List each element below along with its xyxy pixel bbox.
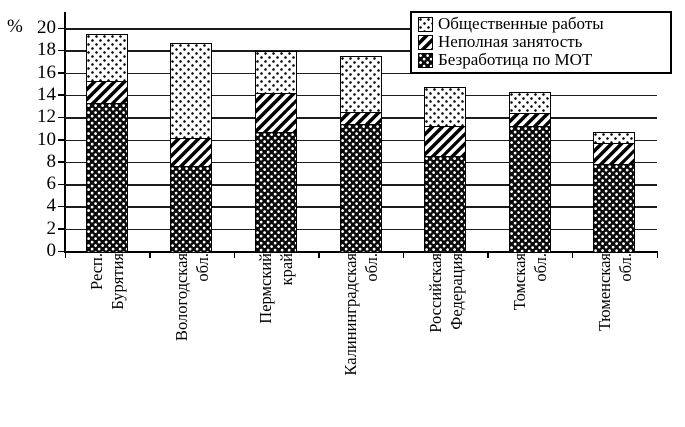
bar-segment-part-time xyxy=(594,142,635,164)
bar-segment-part-time xyxy=(171,138,212,167)
plot-area xyxy=(65,28,657,253)
bar-segment-public-works xyxy=(340,56,381,112)
y-tick-label: 0 xyxy=(46,240,57,261)
x-category-label-line: Федерация xyxy=(446,253,466,330)
bar-segment-ilo-unemployment xyxy=(425,156,466,252)
x-category-label: Пермский край xyxy=(255,253,297,423)
legend-item-ilo-unemployment: Безработица по МОТ xyxy=(418,51,665,69)
x-category-label-line: обл. xyxy=(192,253,212,282)
legend-item-public-works: Общественные работы xyxy=(418,15,665,33)
bar-segment-public-works xyxy=(425,88,466,127)
y-tick-mark xyxy=(58,139,65,141)
y-tick-mark xyxy=(58,116,65,119)
x-category-label-line: обл. xyxy=(362,253,381,282)
bar-3 xyxy=(339,55,382,253)
y-tick-mark xyxy=(58,49,65,52)
x-category-label-line: Бурятия xyxy=(108,253,128,310)
x-category-label: Калининградская обл. xyxy=(340,253,382,423)
y-tick-label: 20 xyxy=(37,17,56,38)
x-category-label-line: Томская xyxy=(510,253,530,311)
bar-segment-ilo-unemployment xyxy=(86,102,127,252)
x-category-label-line: Респ. xyxy=(87,253,107,290)
bar-segment-part-time xyxy=(509,112,550,126)
x-tick-mark xyxy=(149,253,151,258)
y-tick-mark xyxy=(58,250,65,252)
x-tick-mark xyxy=(571,253,574,258)
legend-item-part-time: Неполная занятость xyxy=(418,33,665,51)
bar-segment-ilo-unemployment xyxy=(509,126,550,252)
x-category-label-line: Тюменская xyxy=(594,253,614,331)
x-tick-mark xyxy=(64,253,66,258)
bar-segment-part-time xyxy=(425,126,466,157)
y-tick-mark xyxy=(58,205,65,208)
x-category-label: Российская Федерация xyxy=(425,253,467,423)
bar-segment-ilo-unemployment xyxy=(594,163,635,252)
bar-5 xyxy=(508,91,551,253)
y-tick-mark xyxy=(58,94,65,96)
legend-label: Безработица по МОТ xyxy=(438,50,593,69)
y-axis-unit-label: % xyxy=(7,16,23,37)
y-tick-mark xyxy=(58,183,65,186)
y-tick-label: 14 xyxy=(37,83,56,105)
bar-segment-part-time xyxy=(255,92,296,132)
y-tick-label: 8 xyxy=(46,150,57,172)
y-tick-label: 2 xyxy=(46,217,57,239)
ilo-unemployment-pattern-swatch-icon xyxy=(418,52,433,68)
legend-label: Общественные работы xyxy=(438,14,604,33)
y-tick-mark xyxy=(58,228,65,230)
y-tick-label: 10 xyxy=(37,128,56,150)
bar-segment-public-works xyxy=(594,132,635,143)
bar-segment-public-works xyxy=(86,34,127,82)
x-category-label: Респ. Бурятия xyxy=(86,253,128,423)
x-category-label-line: обл. xyxy=(615,253,635,282)
bar-segment-part-time xyxy=(340,111,381,124)
x-category-label: Тюменская обл. xyxy=(594,253,636,423)
x-tick-mark xyxy=(487,253,489,258)
bar-6 xyxy=(593,131,636,253)
bar-segment-public-works xyxy=(171,43,212,139)
x-category-label-line: Российская xyxy=(425,253,445,333)
y-axis-line xyxy=(64,12,66,253)
x-category-label-line: Пермский xyxy=(256,253,276,324)
bar-segment-ilo-unemployment xyxy=(171,166,212,252)
x-category-label-line: край xyxy=(277,253,297,286)
bar-2 xyxy=(254,51,297,253)
legend: Общественные работы Неполная занятость Без… xyxy=(410,11,672,74)
y-tick-mark xyxy=(58,72,65,74)
bar-segment-public-works xyxy=(255,52,296,93)
public-works-pattern-swatch-icon xyxy=(418,16,433,32)
bar-segment-part-time xyxy=(86,81,127,103)
x-tick-mark xyxy=(233,253,236,258)
bar-segment-ilo-unemployment xyxy=(255,131,296,252)
x-category-label-line: Калининградская xyxy=(341,253,360,376)
x-tick-mark xyxy=(402,253,405,258)
y-tick-mark xyxy=(58,161,65,163)
x-tick-mark xyxy=(656,253,658,258)
part-time-pattern-swatch-icon xyxy=(418,34,433,50)
x-category-label-line: обл. xyxy=(531,253,551,282)
bar-4 xyxy=(424,87,467,253)
x-category-label: Томская обл. xyxy=(509,253,551,423)
bar-segment-public-works xyxy=(509,92,550,113)
bar-1 xyxy=(170,42,213,253)
bar-segment-ilo-unemployment xyxy=(340,123,381,252)
gridline xyxy=(65,28,657,30)
y-tick-label: 6 xyxy=(46,173,57,195)
x-category-label-line: Вологодская xyxy=(171,253,191,342)
y-tick-label: 16 xyxy=(37,61,56,83)
x-tick-mark xyxy=(318,253,320,258)
gridline xyxy=(65,50,657,52)
y-tick-label: 12 xyxy=(37,106,56,128)
x-category-label: Вологодская обл. xyxy=(171,253,213,423)
y-tick-mark xyxy=(58,27,65,29)
y-tick-label: 18 xyxy=(37,39,56,61)
bar-0 xyxy=(85,33,128,253)
legend-label: Неполная занятость xyxy=(438,32,583,51)
y-tick-label: 4 xyxy=(46,195,57,217)
